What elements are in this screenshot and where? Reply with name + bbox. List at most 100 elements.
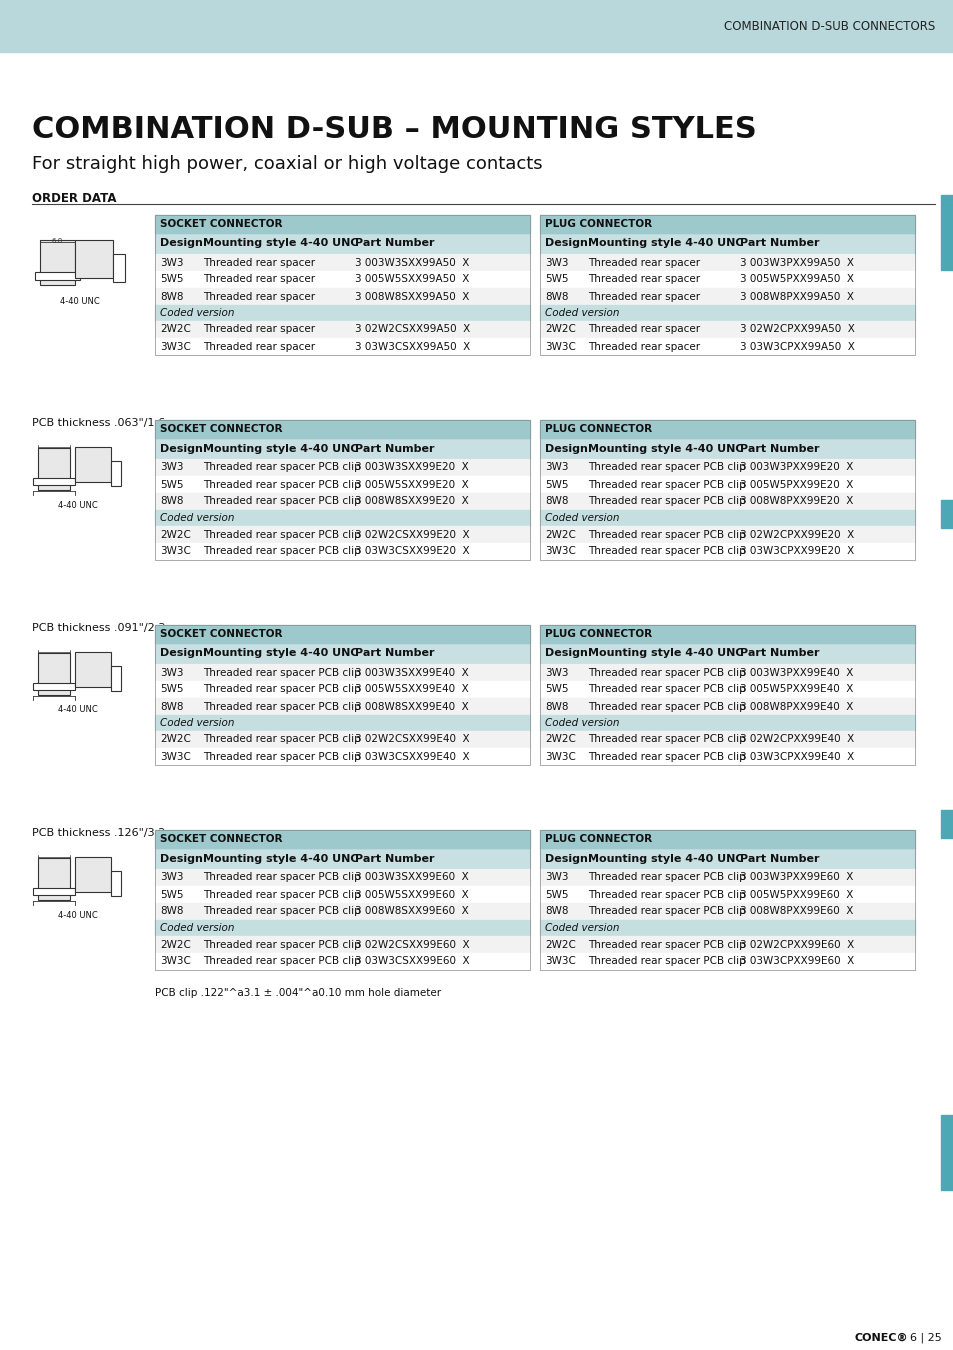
Text: 3 008W8SXX99E40  X: 3 008W8SXX99E40 X	[355, 702, 468, 711]
Bar	[112, 254, 125, 282]
Text: 8W8: 8W8	[160, 292, 183, 301]
Bar	[154, 321, 530, 338]
Text: Threaded rear spacer PCB clip: Threaded rear spacer PCB clip	[203, 752, 360, 761]
Text: Coded version: Coded version	[544, 718, 618, 728]
Text: 3 003W3SXX99E40  X: 3 003W3SXX99E40 X	[355, 667, 468, 678]
Bar	[38, 859, 70, 900]
Text: 6.8: 6.8	[51, 238, 63, 244]
Bar	[154, 730, 530, 748]
Bar	[154, 477, 530, 493]
Text: 3W3C: 3W3C	[160, 752, 191, 761]
Text: PCB thickness .063"/1.6 mm: PCB thickness .063"/1.6 mm	[32, 418, 191, 428]
Bar	[539, 664, 914, 680]
Text: Part Number: Part Number	[740, 239, 819, 248]
Bar	[539, 288, 914, 305]
Text: Threaded rear spacer PCB clip: Threaded rear spacer PCB clip	[587, 702, 745, 711]
Bar	[111, 460, 121, 486]
Text: 2W2C: 2W2C	[160, 529, 191, 540]
Bar	[154, 543, 530, 560]
Text: 2W2C: 2W2C	[544, 324, 576, 335]
Bar	[539, 215, 914, 234]
Bar	[539, 869, 914, 886]
Bar	[940, 1115, 953, 1189]
Bar	[75, 240, 112, 278]
Text: Design: Design	[160, 853, 203, 864]
Bar	[539, 338, 914, 355]
Bar	[539, 271, 914, 288]
Bar	[33, 683, 75, 690]
Bar	[539, 698, 914, 716]
Text: Threaded rear spacer PCB clip: Threaded rear spacer PCB clip	[203, 957, 360, 967]
Text: 3 02W2CSXX99E60  X: 3 02W2CSXX99E60 X	[355, 940, 469, 949]
Bar	[75, 857, 111, 892]
Bar	[539, 477, 914, 493]
Text: 2W2C: 2W2C	[544, 734, 576, 744]
Text: 3 008W8PXX99A50  X: 3 008W8PXX99A50 X	[740, 292, 853, 301]
Text: 3W3: 3W3	[544, 463, 568, 472]
Text: Threaded rear spacer PCB clip: Threaded rear spacer PCB clip	[587, 684, 745, 694]
Text: 5W5: 5W5	[544, 684, 568, 694]
Bar	[539, 493, 914, 510]
Text: Threaded rear spacer PCB clip: Threaded rear spacer PCB clip	[203, 684, 360, 694]
Bar	[539, 936, 914, 953]
Text: 5W5: 5W5	[160, 890, 183, 899]
Bar	[154, 288, 530, 305]
Text: Threaded rear spacer PCB clip: Threaded rear spacer PCB clip	[203, 529, 360, 540]
Bar	[154, 625, 530, 765]
Bar	[0, 0, 953, 53]
Text: 3 008W8SXX99A50  X: 3 008W8SXX99A50 X	[355, 292, 469, 301]
Text: Coded version: Coded version	[544, 513, 618, 522]
Text: 8W8: 8W8	[160, 702, 183, 711]
Bar	[154, 271, 530, 288]
Text: 3 008W8PXX99E40  X: 3 008W8PXX99E40 X	[740, 702, 853, 711]
Bar	[539, 643, 914, 664]
Text: Coded version: Coded version	[544, 923, 618, 933]
Bar	[154, 305, 530, 321]
Bar	[33, 888, 75, 895]
Text: Design: Design	[544, 239, 587, 248]
Bar	[154, 953, 530, 971]
Bar	[539, 215, 914, 355]
Text: Threaded rear spacer PCB clip: Threaded rear spacer PCB clip	[587, 479, 745, 490]
Text: 3W3C: 3W3C	[160, 547, 191, 556]
Text: 3W3: 3W3	[160, 667, 183, 678]
Bar	[154, 903, 530, 919]
Text: 3 02W2CSXX99A50  X: 3 02W2CSXX99A50 X	[355, 324, 470, 335]
Text: PLUG CONNECTOR: PLUG CONNECTOR	[544, 629, 652, 639]
Text: ORDER DATA: ORDER DATA	[32, 192, 116, 205]
Bar	[154, 748, 530, 765]
Bar	[38, 653, 70, 695]
Text: 3 005W5SXX99A50  X: 3 005W5SXX99A50 X	[355, 274, 469, 285]
Text: Coded version: Coded version	[544, 308, 618, 319]
Text: 3 008W8PXX99E20  X: 3 008W8PXX99E20 X	[740, 497, 853, 506]
Text: Threaded rear spacer PCB clip: Threaded rear spacer PCB clip	[587, 463, 745, 472]
Bar	[539, 254, 914, 271]
Text: 3 003W3PXX99E60  X: 3 003W3PXX99E60 X	[740, 872, 853, 883]
Text: PLUG CONNECTOR: PLUG CONNECTOR	[544, 424, 652, 433]
Text: 6 | 25: 6 | 25	[909, 1332, 941, 1343]
Text: Threaded rear spacer PCB clip: Threaded rear spacer PCB clip	[203, 702, 360, 711]
Text: Part Number: Part Number	[355, 853, 434, 864]
Bar	[154, 215, 530, 234]
Text: 3W3C: 3W3C	[544, 752, 576, 761]
Bar	[33, 478, 75, 485]
Bar	[40, 240, 75, 285]
Text: Mounting style 4-40 UNC: Mounting style 4-40 UNC	[203, 239, 358, 248]
Text: 3 008W8SXX99E60  X: 3 008W8SXX99E60 X	[355, 906, 468, 917]
Text: 3 003W3SXX99E60  X: 3 003W3SXX99E60 X	[355, 872, 468, 883]
Bar	[154, 625, 530, 643]
Bar	[539, 437, 914, 459]
Text: Threaded rear spacer PCB clip: Threaded rear spacer PCB clip	[587, 872, 745, 883]
Text: Threaded rear spacer PCB clip: Threaded rear spacer PCB clip	[203, 463, 360, 472]
Text: 5W5: 5W5	[160, 684, 183, 694]
Bar	[154, 437, 530, 459]
Text: Coded version: Coded version	[160, 718, 234, 728]
Bar	[539, 730, 914, 748]
Text: 4-40 UNC: 4-40 UNC	[58, 706, 98, 714]
Text: 5W5: 5W5	[544, 274, 568, 285]
Text: SOCKET CONNECTOR: SOCKET CONNECTOR	[160, 629, 282, 639]
Text: Threaded rear spacer PCB clip: Threaded rear spacer PCB clip	[587, 752, 745, 761]
Text: 3 02W2CPXX99A50  X: 3 02W2CPXX99A50 X	[740, 324, 854, 335]
Text: 3W3: 3W3	[160, 258, 183, 267]
Bar	[539, 625, 914, 643]
